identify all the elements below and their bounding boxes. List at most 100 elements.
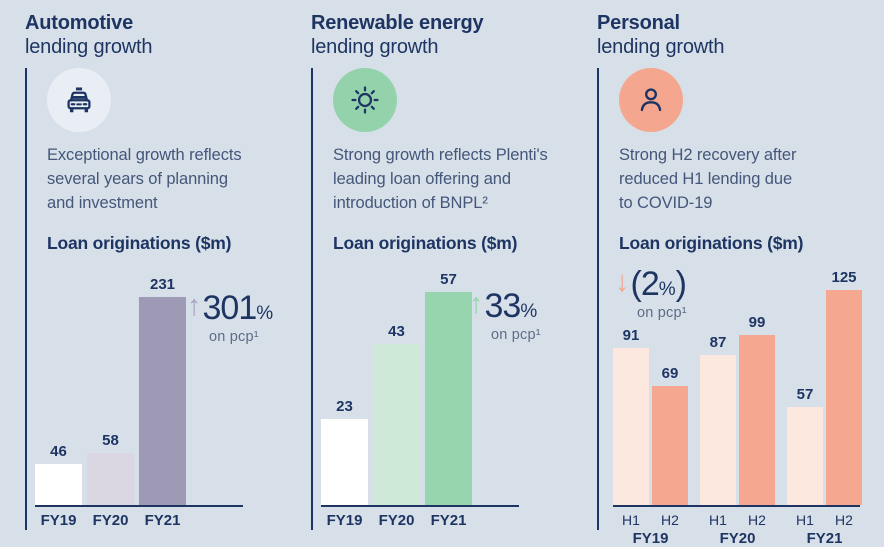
callout-percent-sign: % bbox=[520, 300, 538, 322]
x-axis-labels: H1 H2 FY19 H1 H2 FY20 H1 H2 FY21 bbox=[613, 507, 867, 547]
callout-value: 2 bbox=[640, 264, 660, 303]
x-axis-line bbox=[35, 504, 243, 507]
callout-value: 33 bbox=[484, 286, 522, 325]
column-title-bold: Renewable energy bbox=[311, 12, 484, 34]
x-axis-line bbox=[321, 504, 519, 507]
bar-value-label: 58 bbox=[102, 431, 119, 449]
axis-half-label: H1 bbox=[622, 511, 640, 528]
column-title-bold: Personal bbox=[597, 12, 680, 34]
column-body-automotive: Exceptional growth reflects several year… bbox=[25, 68, 295, 530]
x-axis-labels: FY19 FY20 FY21 bbox=[321, 507, 581, 529]
bar: 125 bbox=[826, 269, 862, 505]
bar-rect bbox=[826, 289, 862, 505]
column-title-bold: Automotive bbox=[25, 12, 134, 34]
bar-rect bbox=[321, 418, 368, 505]
bar: 43 bbox=[373, 323, 420, 505]
bar-chart-automotive: 46 58 231 ↑ 301 % on pcp¹ FY19 FY20 FY21 bbox=[35, 267, 295, 529]
callout-main: ↑ 33 % bbox=[469, 289, 541, 323]
plot-area: 23 43 57 ↑ 33 % on pcp¹ bbox=[321, 267, 581, 505]
column-title-personal: Personal lending growth bbox=[597, 12, 867, 60]
column-title-renewable: Renewable energy lending growth bbox=[311, 12, 581, 60]
column-description: Exceptional growth reflects several year… bbox=[47, 146, 242, 212]
taxi-icon-circle bbox=[47, 68, 111, 132]
callout-value: 301 bbox=[202, 288, 258, 327]
growth-callout: ↑ 33 % on pcp¹ bbox=[469, 289, 541, 343]
bar: 58 bbox=[87, 432, 134, 505]
axis-sub-row: H1 H2 bbox=[700, 512, 775, 528]
chart-heading: Loan originations ($m) bbox=[333, 232, 518, 253]
bar-rect bbox=[373, 343, 420, 505]
callout-percent-sign: % bbox=[658, 278, 676, 300]
arrow-down-icon: ↓ bbox=[615, 265, 630, 298]
chart-heading: Loan originations ($m) bbox=[619, 232, 804, 253]
axis-half-label: H2 bbox=[661, 511, 679, 528]
axis-year-label: FY21 bbox=[806, 529, 843, 547]
bar: 91 bbox=[613, 327, 649, 505]
bar-value-label: 231 bbox=[149, 275, 176, 293]
x-axis-labels: FY19 FY20 FY21 bbox=[35, 507, 295, 529]
callout-note: on pcp¹ bbox=[637, 304, 687, 321]
axis-half-label: H1 bbox=[796, 511, 814, 528]
bar: 23 bbox=[321, 398, 368, 505]
column-description: Strong growth reflects Plenti's leading … bbox=[333, 146, 548, 212]
bar-rect bbox=[613, 347, 649, 505]
bar-rect bbox=[35, 463, 82, 505]
axis-year-label: FY20 bbox=[719, 529, 756, 547]
arrow-up-icon: ↑ bbox=[187, 289, 202, 322]
bar-value-label: 69 bbox=[661, 364, 679, 382]
bar-group: 87 99 bbox=[700, 314, 775, 505]
bar-value-label: 23 bbox=[336, 397, 353, 415]
chart-heading: Loan originations ($m) bbox=[47, 232, 232, 253]
axis-year-label: FY19 bbox=[40, 511, 77, 529]
column-title-automotive: Automotive lending growth bbox=[25, 12, 295, 60]
bar-rect bbox=[425, 291, 472, 505]
sun-icon-circle bbox=[333, 68, 397, 132]
axis-year-label: FY19 bbox=[326, 511, 363, 529]
bar-value-label: 43 bbox=[388, 322, 405, 340]
axis-half-label: H2 bbox=[748, 511, 766, 528]
arrow-up-icon: ↑ bbox=[469, 287, 484, 320]
callout-note: on pcp¹ bbox=[491, 326, 541, 343]
column-personal: Personal lending growth Strong H2 recove… bbox=[597, 12, 867, 547]
axis-half-label: H2 bbox=[835, 511, 853, 528]
bar-chart-personal: 91 69 87 99 57 125 ↓ ( 2 % ) on pcp¹ H1 H2 FY19… bbox=[613, 267, 867, 547]
bars: 91 69 87 99 57 125 bbox=[613, 269, 862, 505]
decline-callout: ↓ ( 2 % ) on pcp¹ bbox=[615, 267, 687, 321]
column-automotive: Automotive lending growth bbox=[25, 12, 295, 542]
bar-rect bbox=[739, 334, 775, 505]
bar-rect bbox=[700, 354, 736, 505]
axis-year-label: FY21 bbox=[430, 511, 467, 529]
bars: 46 58 231 bbox=[35, 276, 186, 505]
axis-year-label: FY20 bbox=[378, 511, 415, 529]
bar-value-label: 57 bbox=[440, 270, 457, 288]
person-icon-circle bbox=[619, 68, 683, 132]
bar-value-label: 46 bbox=[50, 442, 67, 460]
plot-area: 46 58 231 ↑ 301 % on pcp¹ bbox=[35, 267, 295, 505]
column-description: Strong H2 recovery after reduced H1 lend… bbox=[619, 146, 797, 212]
axis-sub-row: H1 H2 bbox=[613, 512, 688, 528]
bar-rect bbox=[787, 406, 823, 505]
axis-year-label: FY21 bbox=[144, 511, 181, 529]
column-title-rest: lending growth bbox=[597, 35, 725, 58]
bar: 69 bbox=[652, 365, 688, 505]
bar: 46 bbox=[35, 443, 82, 505]
sun-icon bbox=[348, 83, 382, 117]
axis-year-label: FY20 bbox=[92, 511, 129, 529]
bar-value-label: 125 bbox=[831, 268, 857, 286]
callout-close: ) bbox=[675, 264, 687, 303]
callout-percent-sign: % bbox=[256, 302, 274, 324]
column-body-renewable: Strong growth reflects Plenti's leading … bbox=[311, 68, 581, 530]
column-renewable-energy: Renewable energy lending growth bbox=[311, 12, 581, 542]
bar-rect bbox=[87, 452, 134, 505]
bar-rect bbox=[652, 385, 688, 505]
bar: 57 bbox=[425, 271, 472, 505]
callout-note: on pcp¹ bbox=[209, 328, 259, 345]
bar-value-label: 57 bbox=[796, 385, 814, 403]
bar: 57 bbox=[787, 386, 823, 505]
column-title-rest: lending growth bbox=[311, 35, 439, 58]
plot-area: 91 69 87 99 57 125 ↓ ( 2 % ) on pcp¹ bbox=[613, 267, 867, 505]
axis-sub-row: H1 H2 bbox=[787, 512, 862, 528]
bar-group: 91 69 bbox=[613, 327, 688, 505]
column-body-personal: Strong H2 recovery after reduced H1 lend… bbox=[597, 68, 867, 547]
